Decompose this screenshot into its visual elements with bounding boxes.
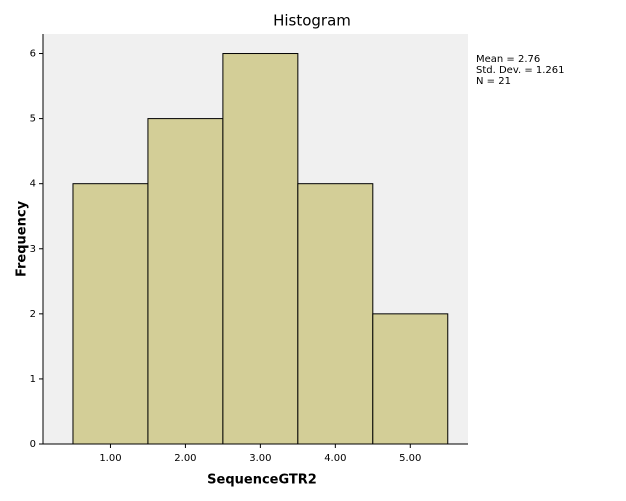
x-tick-label: 2.00 [174, 453, 196, 464]
y-tick-label: 4 [30, 179, 36, 190]
x-tick-label: 5.00 [399, 453, 421, 464]
y-tick-label: 0 [30, 439, 36, 450]
bar [147, 118, 224, 445]
y-tick-label: 2 [30, 309, 36, 320]
bar [297, 183, 374, 445]
stats-annotation: Mean = 2.76 [476, 54, 540, 65]
bar [72, 183, 149, 445]
y-tick-label: 3 [30, 244, 36, 255]
x-axis-title: SequenceGTR2 [207, 473, 317, 488]
chart-title: Histogram [273, 12, 351, 30]
x-tick-label: 4.00 [324, 453, 346, 464]
y-tick-label: 6 [30, 49, 36, 60]
x-tick-label: 3.00 [249, 453, 271, 464]
y-tick-label: 5 [30, 114, 36, 125]
stats-annotation: Std. Dev. = 1.261 [476, 65, 565, 76]
x-tick-label: 1.00 [99, 453, 121, 464]
y-tick-label: 1 [30, 374, 36, 385]
bar [222, 53, 299, 445]
stats-annotation: N = 21 [476, 76, 511, 87]
y-axis-title: Frequency [15, 200, 30, 277]
bar [372, 313, 449, 445]
